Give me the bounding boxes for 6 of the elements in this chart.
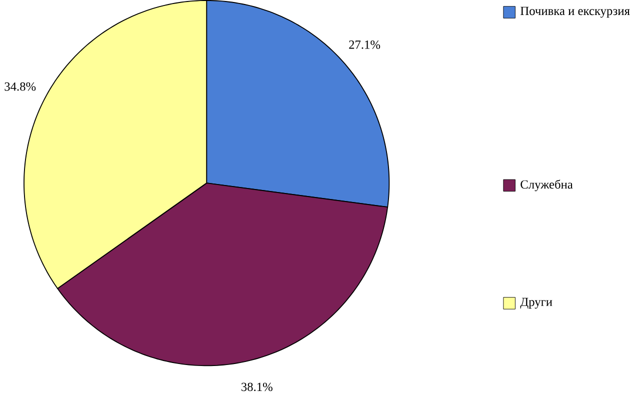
data-label: 34.8% <box>4 82 36 91</box>
legend-label: Служебна <box>520 180 573 192</box>
legend-label: Почивка и екскурзия <box>520 6 630 18</box>
data-label: 38.1% <box>242 382 272 392</box>
legend-label: Други <box>520 298 552 308</box>
data-label: 27.1% <box>349 40 380 49</box>
